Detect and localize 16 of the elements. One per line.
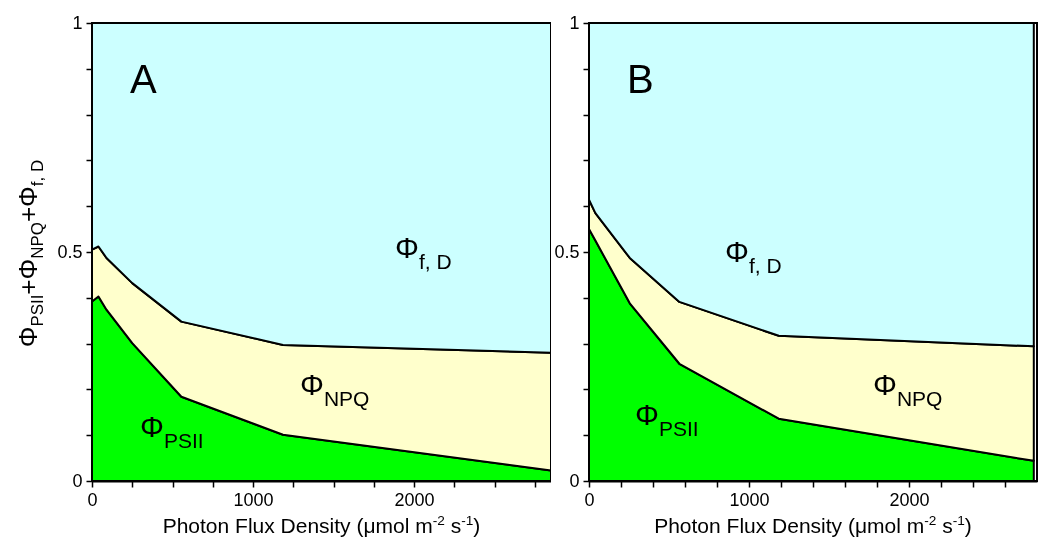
y-tick-label: 0 bbox=[569, 470, 580, 491]
x-tick-label: 1000 bbox=[233, 489, 274, 510]
y-tick-label: 0.5 bbox=[554, 241, 580, 262]
x-tick-label: 2000 bbox=[889, 489, 930, 510]
x-tick-label: 0 bbox=[584, 489, 595, 510]
x-tick-label: 0 bbox=[87, 489, 98, 510]
annotation: B bbox=[627, 57, 654, 101]
x-tick-label: 1000 bbox=[729, 489, 770, 510]
y-tick-label: 1 bbox=[72, 12, 83, 33]
x-axis-title: Photon Flux Density (μmol m$^{-2}$ s$^{-1}$) bbox=[653, 513, 973, 538]
y-tick-label: 0.5 bbox=[57, 241, 83, 262]
y-tick-label: 1 bbox=[569, 12, 580, 33]
annotation: A bbox=[130, 57, 157, 101]
x-axis-title: Photon Flux Density (μmol m$^{-2}$ s$^{-1}$) bbox=[161, 513, 482, 538]
x-tick-label: 2000 bbox=[394, 489, 435, 510]
y-tick-label: 0 bbox=[72, 470, 83, 491]
